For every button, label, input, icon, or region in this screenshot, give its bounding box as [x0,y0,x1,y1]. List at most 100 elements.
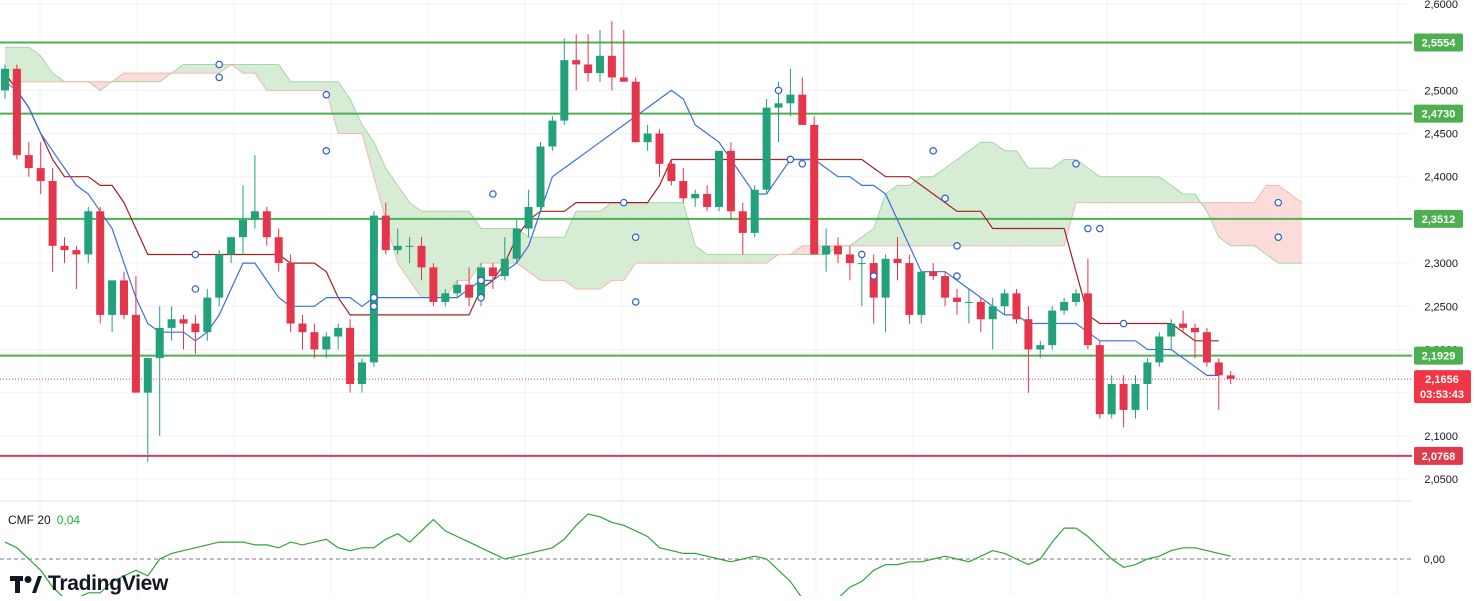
candle-bullish [203,297,212,333]
cloud-segment [933,168,946,246]
candle-bullish [143,358,152,393]
level-price-tag-text: 2,1929 [1422,351,1456,363]
cloud-segment [1028,168,1041,246]
chikou-marker [631,233,640,241]
chikou-markers [191,60,1283,328]
candle-bearish [941,276,950,298]
candle-bullish [536,146,545,207]
candle-bullish [108,280,117,315]
candle-bearish [1214,362,1223,376]
ichimoku-cloud [5,46,1303,299]
candle-bullish [917,271,926,315]
price-axis[interactable]: 2,60002,50002,45002,40002,35002,30002,25… [1412,0,1477,596]
candle-bullish [691,194,700,199]
cloud-segment [1052,159,1065,246]
level-price-tag [1414,346,1463,365]
cmf-indicator-label[interactable]: CMF 20 0,04 [8,513,80,527]
cloud-segment [1183,194,1195,203]
candle-bearish [929,271,938,277]
candle-bullish [774,103,783,108]
cloud-segment [1064,159,1076,246]
candle-bullish [1,68,9,91]
candle-bearish [798,94,807,125]
chikou-marker [929,147,938,155]
chikou-marker [215,73,224,82]
chikou-marker [477,293,485,302]
senkou-span-b [5,63,1303,299]
cloud-segment [861,228,874,246]
candle-bullish [1000,293,1009,307]
chikou-marker [370,302,378,311]
cloud-segment [1099,176,1112,203]
candle-bullish [227,237,236,255]
candle-bearish [810,124,819,255]
candle-bullish [786,94,795,104]
candle-bullish [560,60,569,121]
cloud-segment [243,64,255,74]
cloud-segment [1135,176,1148,203]
candle-bullish [453,284,462,294]
cloud-segment [373,142,386,220]
cloud-segment [1147,176,1160,203]
candle-bearish [976,301,985,320]
chikou-marker [774,86,783,95]
cloud-segment [302,81,315,91]
tradingview-logo[interactable]: TradingView [10,572,168,596]
cloud-segment [1218,202,1231,246]
candle-bearish [417,245,426,268]
candle-bearish [738,211,747,233]
cloud-segment [564,211,577,289]
candle-bearish [48,181,57,246]
chikou-marker [619,198,628,207]
cloud-segment [409,202,422,298]
candle-bearish [310,332,319,350]
chikou-marker [477,276,485,285]
price-tick-label: 2,0500 [1424,474,1458,486]
cloud-segment [647,202,660,264]
chikou-marker [322,147,331,155]
price-tick-label: 2,1000 [1424,431,1458,443]
cmf-pane[interactable]: 0,00 [0,513,1445,601]
cloud-segment [28,47,41,82]
candle-bearish [679,181,688,199]
chikou-marker [798,159,807,168]
cloud-segment [623,202,636,281]
candle-bullish [1107,384,1116,415]
cloud-segment [350,99,362,134]
candle-bullish [84,211,93,255]
candle-bearish [465,284,474,298]
candle-bearish [131,314,140,393]
candle-bearish [72,250,81,255]
candle-bullish [964,301,973,303]
candle-bearish [262,211,271,238]
candle-bullish [1155,336,1164,363]
level-price-tag [1414,209,1463,228]
candle-bearish [1202,332,1211,363]
cloud-segment [1016,150,1029,246]
cloud-segment [897,185,910,246]
candle-bearish [381,215,390,251]
cloud-segment [445,211,458,298]
cloud-segment [611,202,624,281]
current-price-tag [1414,370,1471,404]
candle-bullish [988,306,997,320]
candle-bearish [488,267,497,277]
candle-bullish [857,263,866,265]
chikou-marker [1119,319,1128,328]
cloud-segment [588,211,600,289]
candle-bearish [24,155,33,169]
level-price-tag-text: 2,0768 [1422,451,1456,463]
cloud-segment [671,202,684,264]
cloud-segment [1266,185,1279,264]
candle-bearish [1119,384,1128,410]
chikou-marker [953,242,961,250]
cloud-segment [278,64,291,91]
candle-bearish [346,327,355,384]
cloud-segment [481,228,493,264]
cloud-segment [909,176,922,246]
chikou-marker [370,293,378,302]
candle-bearish [1179,323,1188,328]
candle-bearish [703,194,712,207]
